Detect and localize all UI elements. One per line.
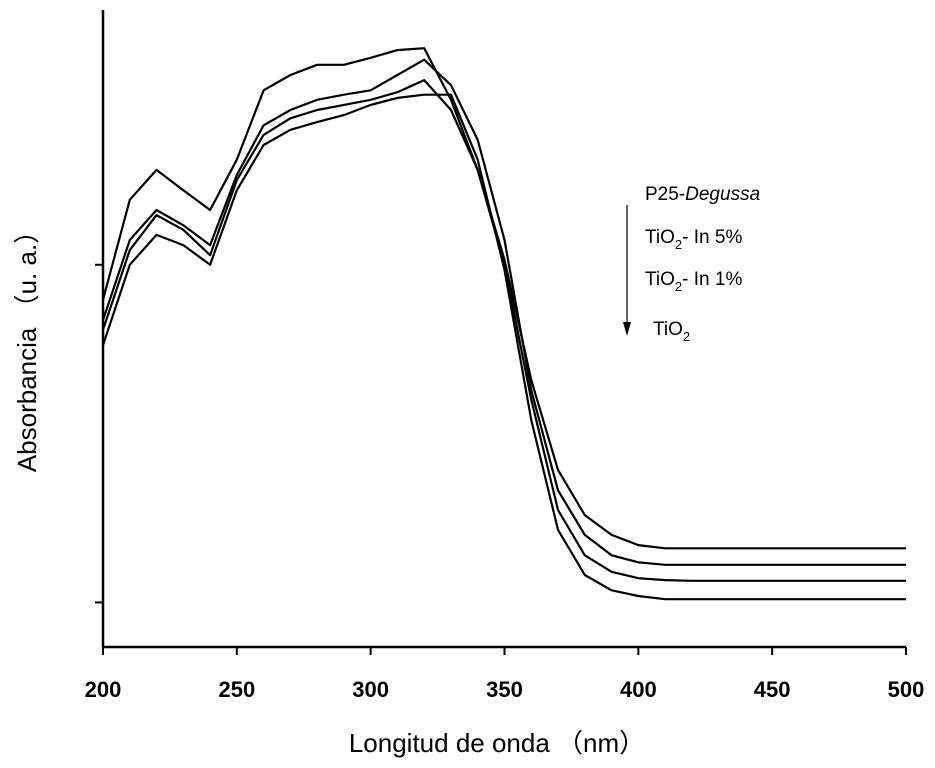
x-tick-label: 250	[218, 677, 255, 702]
y-axis-label: Absorbancia （u. a.）	[12, 218, 42, 472]
series-line	[101, 79, 906, 582]
legend-entry: TiO2- In 5%	[645, 227, 742, 252]
x-tick-label: 500	[888, 677, 925, 702]
series-line	[101, 58, 906, 566]
series-line	[101, 47, 906, 550]
x-tick-label: 200	[85, 677, 122, 702]
x-tick-label: 400	[620, 677, 657, 702]
legend-entry: TiO2- In 1%	[645, 269, 742, 294]
x-tick-label: 350	[486, 677, 523, 702]
legend-arrow-head	[623, 322, 631, 336]
x-tick-label: 300	[352, 677, 389, 702]
series-line	[101, 93, 906, 601]
x-axis-label: Longitud de onda （nm）	[349, 728, 645, 758]
legend-entry: P25-Degussa	[645, 184, 760, 205]
x-tick-label: 450	[754, 677, 791, 702]
legend-entry: TiO2	[653, 319, 690, 344]
